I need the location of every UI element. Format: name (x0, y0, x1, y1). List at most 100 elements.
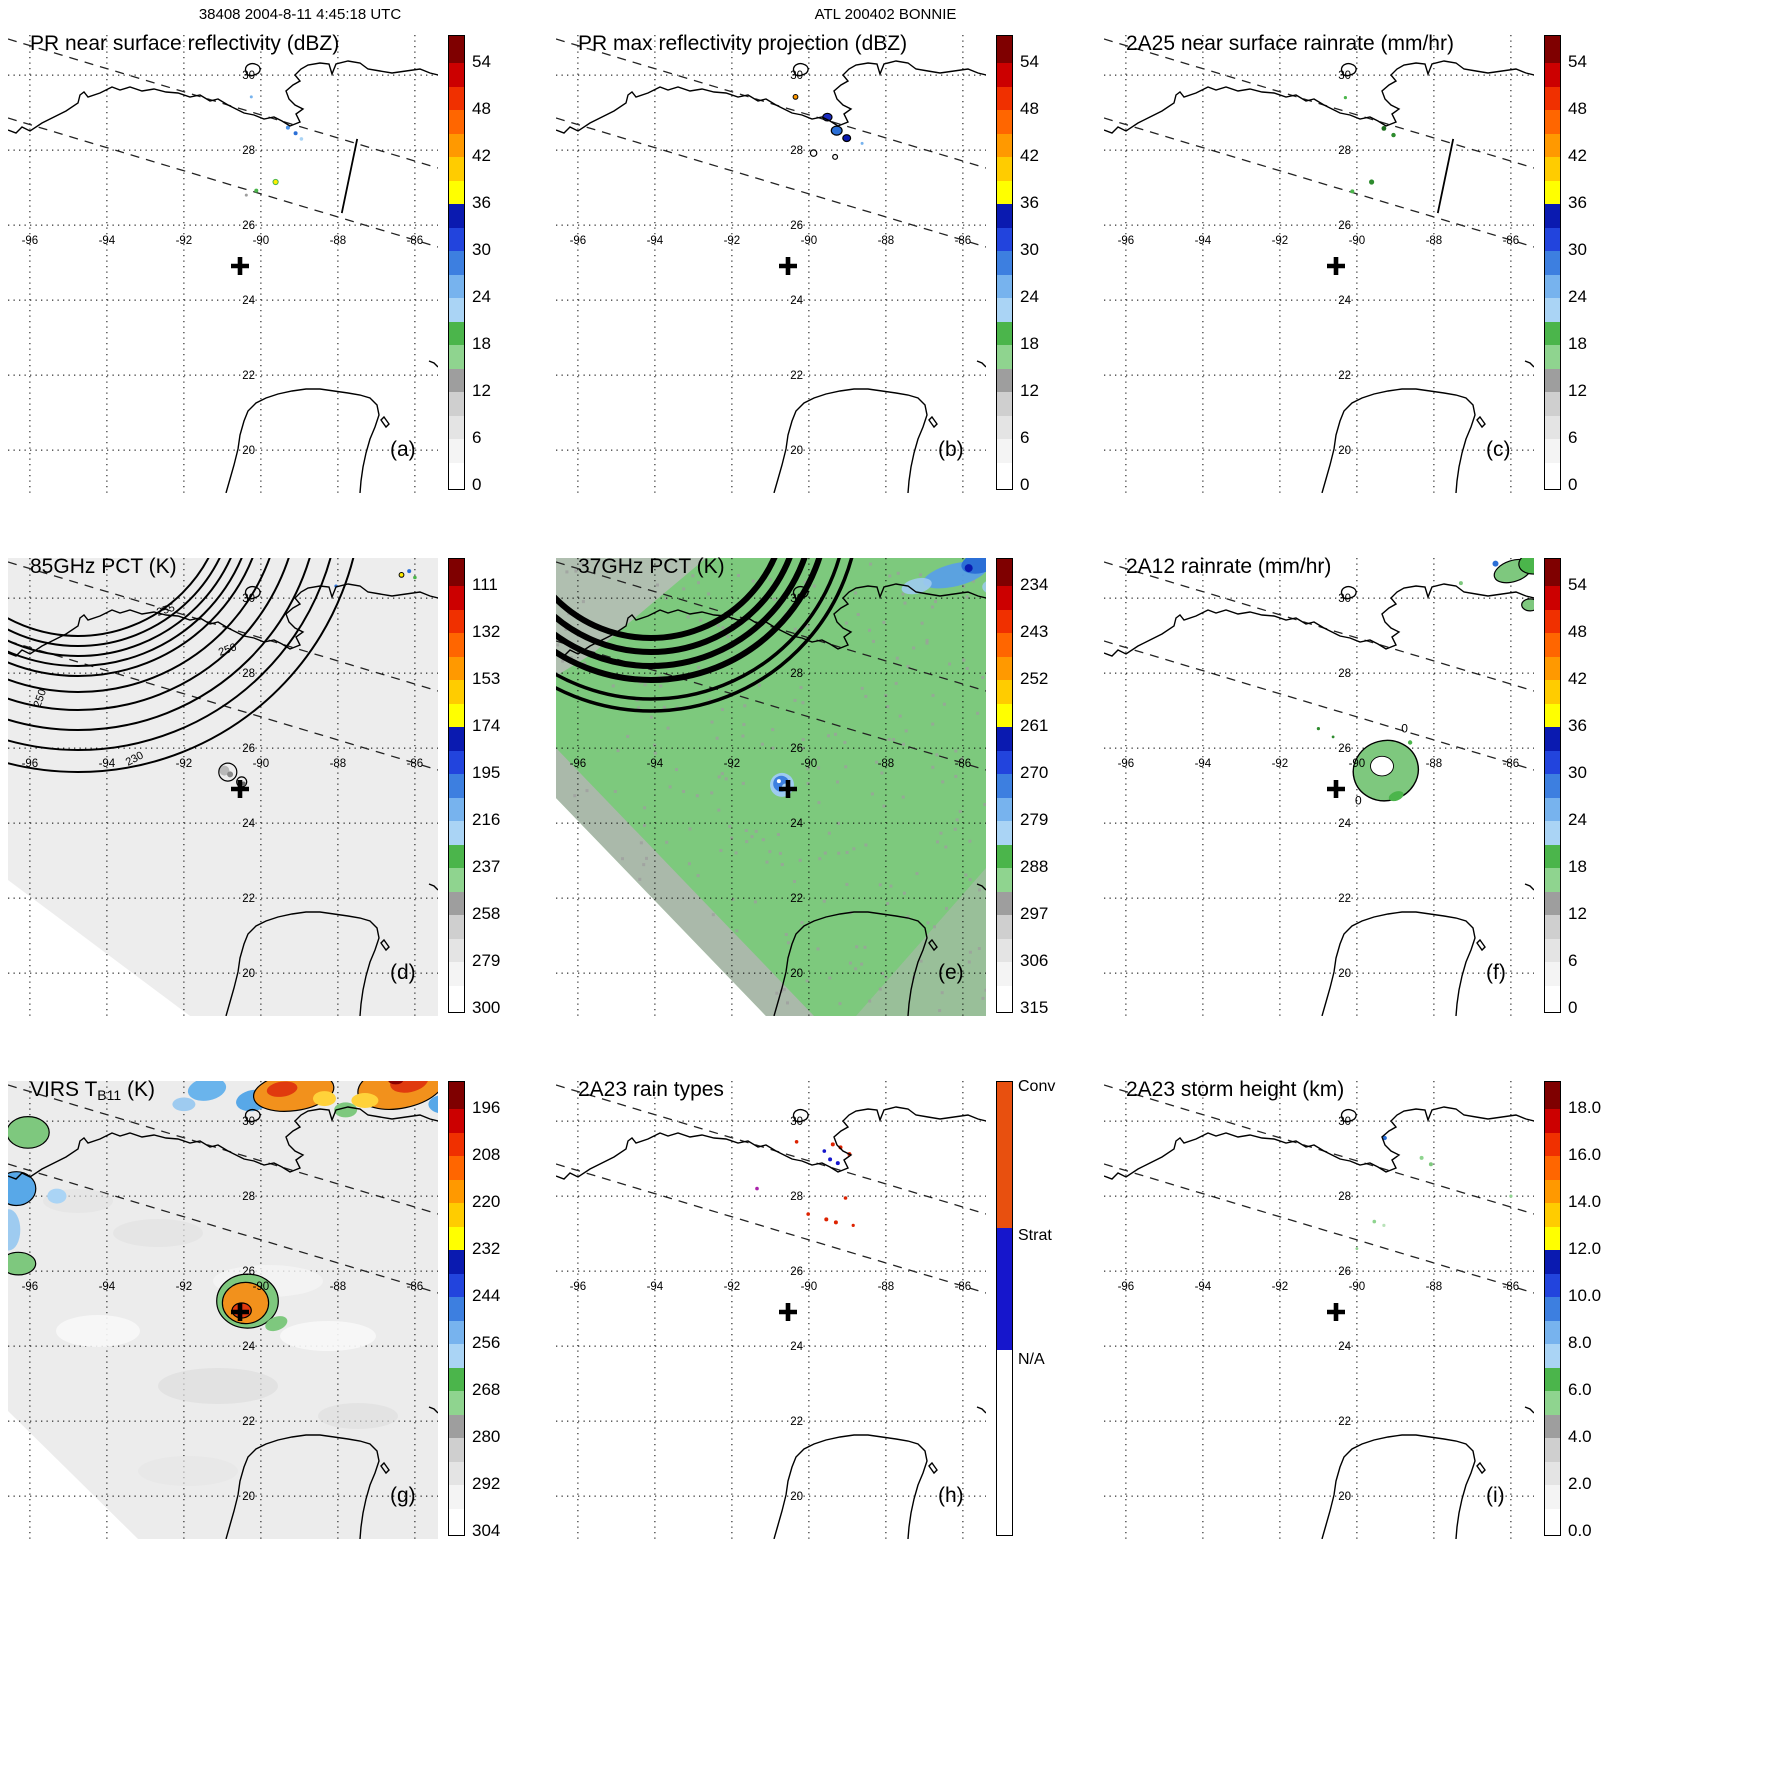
colorbar-segment (449, 915, 464, 939)
map-c: -96 -94 -92 -90 -88 -86 30 28 26 24 22 20 (1104, 35, 1534, 493)
panel-i: -96 -94 -92 -90 -88 -86 30 28 26 24 22 20 2A23 storm… (1104, 1078, 1649, 1553)
svg-text:-88: -88 (1426, 1281, 1443, 1293)
svg-text:-94: -94 (647, 1281, 664, 1293)
colorbar-segment (449, 703, 464, 727)
colorbar-tick: 234 (1020, 575, 1049, 594)
svg-text:-86: -86 (955, 1281, 972, 1293)
colorbar-segment (1545, 891, 1560, 915)
coastline (556, 583, 986, 1016)
colorbar-segment (1545, 797, 1560, 821)
svg-text:-96: -96 (22, 758, 39, 770)
colorbar-segment (449, 868, 464, 892)
svg-text:-86: -86 (1503, 758, 1520, 770)
panel-title-text: PR near surface reflectivity (dBZ) (30, 32, 340, 55)
map-svg: -96 -94 -92 -90 -88 -86 30 28 26 24 22 20 (8, 1081, 438, 1539)
colorbar-tick: 268 (472, 1380, 501, 1399)
colorbar-segment (997, 36, 1012, 63)
graticule-labels: -96 -94 -92 -90 -88 -86 30 28 26 24 22 20 (22, 70, 424, 457)
colorbar-segment (1545, 1203, 1560, 1227)
data-feature (1521, 598, 1534, 612)
colorbar-segment (449, 797, 464, 821)
swath-edge-lines (556, 38, 986, 248)
data-feature (1331, 735, 1335, 739)
colorbar-tick: 12 (1020, 381, 1039, 400)
colorbar-tick: 256 (472, 1333, 501, 1352)
colorbar-segment (449, 891, 464, 915)
colorbar-segment (449, 1414, 464, 1438)
svg-text:-96: -96 (570, 235, 587, 247)
colorbar-tick: 8.0 (1568, 1333, 1592, 1352)
colorbar-segment (449, 1320, 464, 1344)
colorbar-segment (449, 1461, 464, 1485)
contour-arcs (556, 558, 823, 683)
colorbar-segment (997, 321, 1012, 345)
svg-text:28: 28 (790, 668, 803, 680)
svg-text:20: 20 (790, 968, 803, 980)
colorbar-tick: 0.0 (1568, 1521, 1592, 1540)
colorbar-tick: 6.0 (1568, 1380, 1592, 1399)
data-feature (755, 1186, 759, 1191)
colorbar-segment (449, 1203, 464, 1227)
colorbar (1544, 35, 1561, 490)
svg-text:30: 30 (242, 593, 255, 605)
svg-text:24: 24 (790, 818, 803, 830)
colorbar (448, 558, 465, 1013)
colorbar-tick: 300 (472, 998, 501, 1017)
data-feature (1509, 1194, 1513, 1198)
svg-text:30: 30 (790, 593, 803, 605)
colorbar-segment (449, 1273, 464, 1297)
colorbar-tick: 0 (1020, 475, 1030, 494)
colorbar-segment (997, 891, 1012, 915)
graticule-labels: -96 -94 -92 -90 -88 -86 30 28 26 24 22 20 (22, 1116, 424, 1503)
data-feature (1419, 1155, 1424, 1160)
colorbar-tick: 261 (1020, 716, 1049, 735)
data-feature (388, 1081, 404, 1085)
colorbar-segment (997, 680, 1012, 704)
colorbar-segment (997, 392, 1012, 416)
colorbar-segment (1545, 251, 1560, 275)
colorbar-segment (449, 86, 464, 110)
colorbar-tick: 36 (472, 193, 491, 212)
data-feature (249, 95, 253, 99)
svg-text:22: 22 (790, 1416, 803, 1428)
colorbar-segment (997, 938, 1012, 962)
map-b: -96 -94 -92 -90 -88 -86 30 28 26 24 22 20 (556, 35, 986, 493)
colorbar-tick: 30 (1568, 763, 1587, 782)
colorbar-tick: 252 (1020, 669, 1049, 688)
data-feature (313, 1091, 336, 1107)
colorbar-segment (1545, 656, 1560, 680)
colorbar-segment (1545, 750, 1560, 774)
colorbar-segment (1545, 915, 1560, 939)
colorbar-segment (449, 298, 464, 322)
colorbar-segment (1545, 86, 1560, 110)
colorbar-segment (997, 844, 1012, 868)
colorbar-segment (449, 559, 464, 586)
colorbar-segment (997, 345, 1012, 369)
svg-text:-90: -90 (801, 235, 818, 247)
colorbar-tick: 24 (1568, 810, 1587, 829)
svg-text:-88: -88 (1426, 235, 1443, 247)
data-feature (219, 765, 230, 776)
svg-text:-90: -90 (1349, 758, 1366, 770)
colorbar (996, 35, 1013, 490)
svg-text:20: 20 (1338, 1491, 1351, 1503)
data-feature (1382, 1135, 1387, 1141)
colorbar-tick: 18 (1568, 857, 1587, 876)
svg-text:24: 24 (242, 818, 255, 830)
colorbar-segment (997, 821, 1012, 845)
colorbar-segment (1545, 1414, 1560, 1438)
panel-title-text: PR max reflectivity projection (dBZ) (578, 32, 908, 55)
colorbar-segment (1545, 1461, 1560, 1485)
map-i: -96 -94 -92 -90 -88 -86 30 28 26 24 22 20 (1104, 1081, 1534, 1539)
colorbar-tick: 54 (1568, 575, 1587, 594)
svg-text:-88: -88 (878, 235, 895, 247)
colorbar-segment (997, 86, 1012, 110)
data-feature (833, 1220, 838, 1225)
colorbar-segment (1545, 633, 1560, 657)
svg-text:-92: -92 (724, 235, 741, 247)
data-feature (1428, 1162, 1433, 1167)
colorbar-segment (997, 559, 1012, 586)
colorbar-segment (449, 1367, 464, 1391)
svg-text:-96: -96 (570, 758, 587, 770)
data-feature (334, 1102, 358, 1118)
